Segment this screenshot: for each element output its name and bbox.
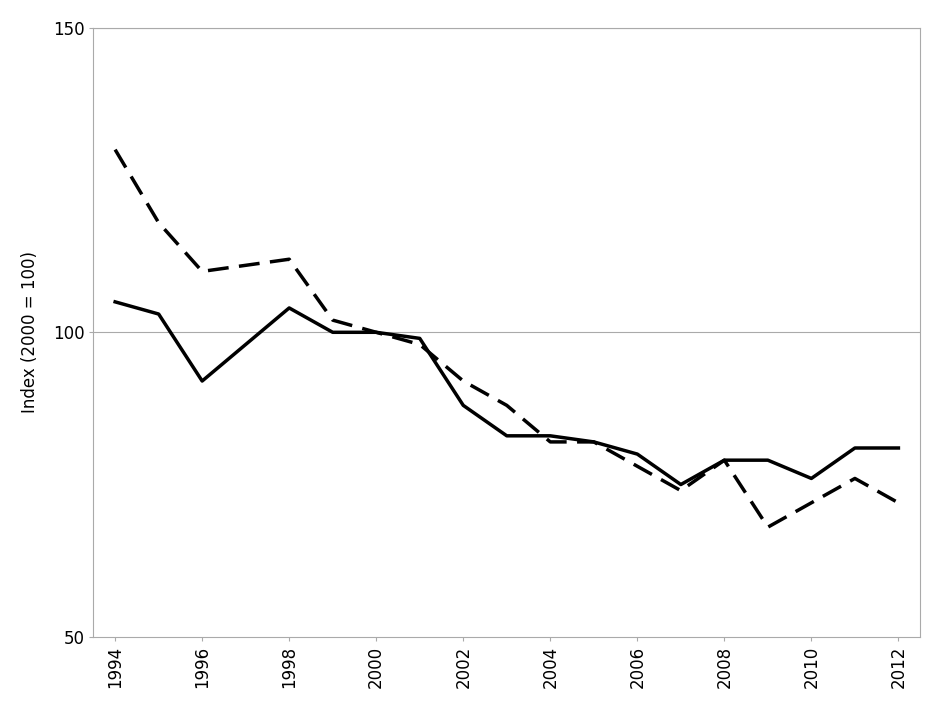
Y-axis label: Index (2000 = 100): Index (2000 = 100) [21,251,39,413]
